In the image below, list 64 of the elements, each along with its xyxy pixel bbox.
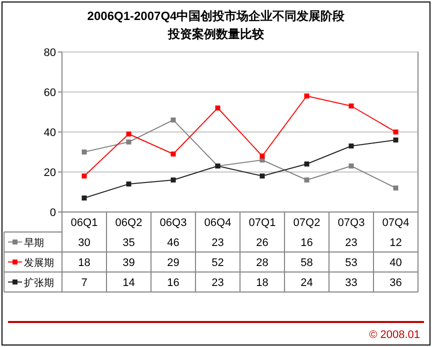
point <box>304 178 310 182</box>
x-tick-label: 07Q1 <box>248 217 276 229</box>
data-label: 16 <box>167 277 180 289</box>
x-tick-label: 06Q4 <box>204 217 232 229</box>
data-label: 7 <box>81 277 88 289</box>
data-label: 14 <box>122 277 135 289</box>
x-tick-label: 06Q2 <box>115 217 142 229</box>
point <box>348 164 354 168</box>
data-label: 58 <box>300 257 313 269</box>
data-label: 30 <box>78 237 90 249</box>
data-label: 12 <box>390 237 402 249</box>
y-tick-label: 40 <box>44 127 56 139</box>
text: © 2008.01 <box>369 329 420 341</box>
point <box>126 132 132 136</box>
data-label: 26 <box>256 237 268 249</box>
point <box>393 138 398 142</box>
legend-label: 扩张期 <box>24 277 54 289</box>
data-label: 52 <box>212 257 224 269</box>
data-label: 35 <box>122 237 135 249</box>
data-label: 23 <box>345 237 358 249</box>
chart-title: 2006Q1-2007Q4中国创投市场企业不同发展阶段 <box>87 9 346 23</box>
point <box>348 144 354 148</box>
x-tick-label: 06Q3 <box>160 217 187 229</box>
point <box>170 118 176 122</box>
data-label: 16 <box>300 237 313 249</box>
data-label: 33 <box>345 277 358 289</box>
point <box>170 152 176 156</box>
point <box>393 186 398 190</box>
data-label: 24 <box>300 277 313 289</box>
point <box>304 162 310 166</box>
data-label: 18 <box>78 257 90 269</box>
data-label: 53 <box>345 257 358 269</box>
point <box>170 178 176 182</box>
x-tick-label: 07Q2 <box>293 217 320 229</box>
data-label: 23 <box>212 237 224 249</box>
chart-subtitle: 投资案例数量比较 <box>167 27 265 41</box>
point <box>82 174 87 178</box>
data-label: 18 <box>256 277 268 289</box>
data-label: 39 <box>122 257 135 269</box>
point <box>393 130 398 134</box>
point <box>260 174 265 178</box>
y-tick-label: 0 <box>50 207 56 219</box>
point <box>126 140 132 144</box>
point <box>260 154 265 158</box>
data-label: 46 <box>167 237 180 249</box>
point <box>82 150 87 154</box>
data-label: 36 <box>390 277 402 289</box>
legend-label: 发展期 <box>24 257 54 269</box>
data-label: 40 <box>390 257 402 269</box>
legend-label: 早期 <box>24 237 44 249</box>
data-label: 23 <box>212 277 224 289</box>
point <box>82 196 87 200</box>
y-tick-label: 80 <box>44 47 56 59</box>
y-tick-label: 60 <box>44 87 56 99</box>
point <box>348 104 354 108</box>
point <box>304 94 310 98</box>
x-tick-label: 06Q1 <box>70 217 98 229</box>
point <box>215 106 220 110</box>
data-label: 28 <box>256 257 268 269</box>
data-label: 29 <box>167 257 180 269</box>
point <box>126 182 132 186</box>
x-tick-label: 07Q4 <box>382 217 410 229</box>
x-tick-label: 07Q3 <box>338 217 365 229</box>
y-tick-label: 20 <box>44 167 56 179</box>
